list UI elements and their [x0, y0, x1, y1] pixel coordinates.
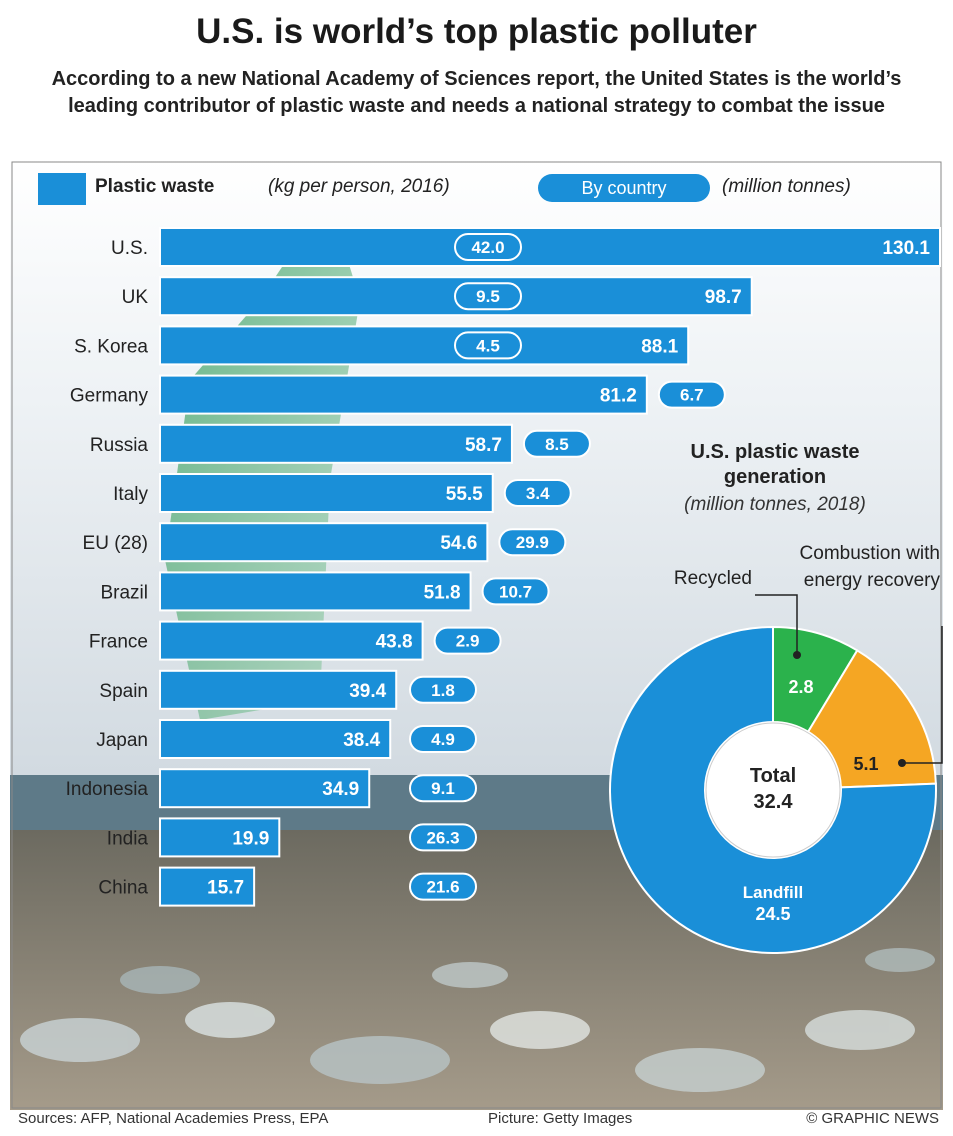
footer-sources: Sources: AFP, National Academies Press, …	[18, 1110, 329, 1127]
bar	[159, 817, 281, 858]
total-value: 32.4	[754, 791, 794, 813]
photo-debris	[20, 948, 935, 1092]
bar-value-label: 43.8	[376, 632, 413, 653]
bar-value-label: 51.8	[424, 582, 461, 603]
bar-value-label: 98.7	[705, 287, 742, 308]
bar-value-label: 19.9	[232, 828, 269, 849]
donut-hole	[705, 722, 841, 858]
country-pill	[454, 331, 522, 360]
bar-value-label: 58.7	[465, 435, 502, 456]
photo-frame	[11, 161, 942, 1109]
country-pill-label: 29.9	[516, 533, 549, 552]
country-pill-label: 9.1	[431, 779, 455, 798]
legend-pill: By country	[538, 174, 710, 202]
segment-value-label: 5.1	[853, 754, 878, 774]
country-pill	[409, 774, 477, 803]
donut-segment	[806, 649, 937, 789]
category-label: Indonesia	[66, 779, 149, 800]
bar	[159, 227, 941, 267]
bar	[159, 522, 489, 563]
donut-segment	[609, 625, 937, 954]
bar	[159, 571, 472, 612]
country-pill	[409, 725, 477, 753]
bar	[159, 473, 494, 513]
donut-title: U.S. plastic waste generation	[690, 441, 860, 488]
country-pill	[503, 479, 572, 507]
bar	[159, 276, 753, 317]
country-pill-label: 9.5	[476, 287, 500, 306]
legend-swatch	[38, 173, 86, 205]
country-pill-label: 8.5	[545, 435, 569, 454]
country-pill	[657, 380, 726, 409]
bar-value-label: 39.4	[349, 681, 386, 702]
country-pill-label: 6.7	[680, 386, 704, 405]
category-label: Russia	[90, 435, 149, 456]
country-pill	[522, 429, 591, 458]
bar	[159, 620, 424, 661]
bar-value-label: 34.9	[322, 779, 359, 800]
segment-name-label: Combustion with energy recovery	[799, 543, 940, 591]
bar-value-label: 55.5	[446, 484, 483, 505]
country-pill-label: 21.6	[426, 878, 459, 897]
segment-value-label: 24.5	[755, 904, 790, 924]
country-pill-label: 42.0	[471, 238, 504, 257]
country-pill	[409, 675, 477, 704]
legend-unit: (kg per person, 2016)	[268, 176, 450, 197]
country-pill	[433, 626, 502, 655]
category-label: France	[89, 632, 148, 653]
bar	[159, 423, 513, 464]
country-pill	[454, 233, 522, 261]
bar	[159, 374, 648, 415]
callout-line	[902, 626, 943, 764]
segment-name-label: Recycled	[673, 568, 752, 589]
bar	[159, 768, 371, 809]
category-label: UK	[122, 287, 149, 308]
subtitle: According to a new National Academy of S…	[51, 68, 902, 117]
bar-value-label: 15.7	[207, 878, 244, 899]
country-pill-label: 26.3	[426, 828, 459, 847]
category-label: China	[98, 878, 148, 899]
country-pill-label: 4.5	[476, 336, 500, 355]
category-label: Germany	[70, 386, 149, 407]
category-label: EU (28)	[83, 533, 148, 554]
category-label: Japan	[96, 730, 148, 751]
bar-value-label: 38.4	[343, 730, 380, 751]
category-label: S. Korea	[74, 336, 148, 357]
country-pill	[498, 528, 567, 557]
category-label: Italy	[113, 484, 148, 505]
bar	[159, 866, 256, 907]
country-pill-label: 1.8	[431, 681, 455, 700]
country-pill	[409, 872, 477, 901]
country-pill-label: 10.7	[499, 582, 532, 601]
bar	[159, 325, 690, 366]
country-pill-label: 4.9	[431, 730, 455, 749]
country-pill	[454, 282, 522, 311]
category-label: India	[107, 828, 149, 849]
footer-picture: Picture: Getty Images	[488, 1110, 633, 1127]
footer-credit: © GRAPHIC NEWS	[806, 1110, 939, 1127]
bar-value-label: 54.6	[440, 533, 477, 554]
segment-name-label: Landfill	[743, 883, 803, 902]
callout-line	[755, 594, 798, 655]
donut-subtitle: (million tonnes, 2018)	[684, 494, 866, 515]
country-pill	[481, 577, 550, 606]
legend-unit: (million tonnes)	[722, 176, 851, 197]
country-pill-label: 2.9	[456, 632, 480, 651]
bar	[159, 669, 398, 710]
country-pill-label: 3.4	[526, 484, 550, 503]
title: U.S. is world’s top plastic polluter	[196, 12, 757, 51]
category-label: Brazil	[100, 582, 148, 603]
bar-value-label: 81.2	[600, 386, 637, 407]
country-pill	[409, 823, 477, 852]
total-label: Total	[750, 765, 796, 787]
category-label: Spain	[99, 681, 148, 702]
bar-value-label: 88.1	[641, 336, 678, 357]
legend-label: Plastic waste	[95, 176, 215, 197]
category-label: U.S.	[111, 238, 148, 259]
bar-value-label: 130.1	[882, 238, 930, 259]
segment-value-label: 2.8	[788, 677, 813, 697]
bar	[159, 719, 392, 759]
